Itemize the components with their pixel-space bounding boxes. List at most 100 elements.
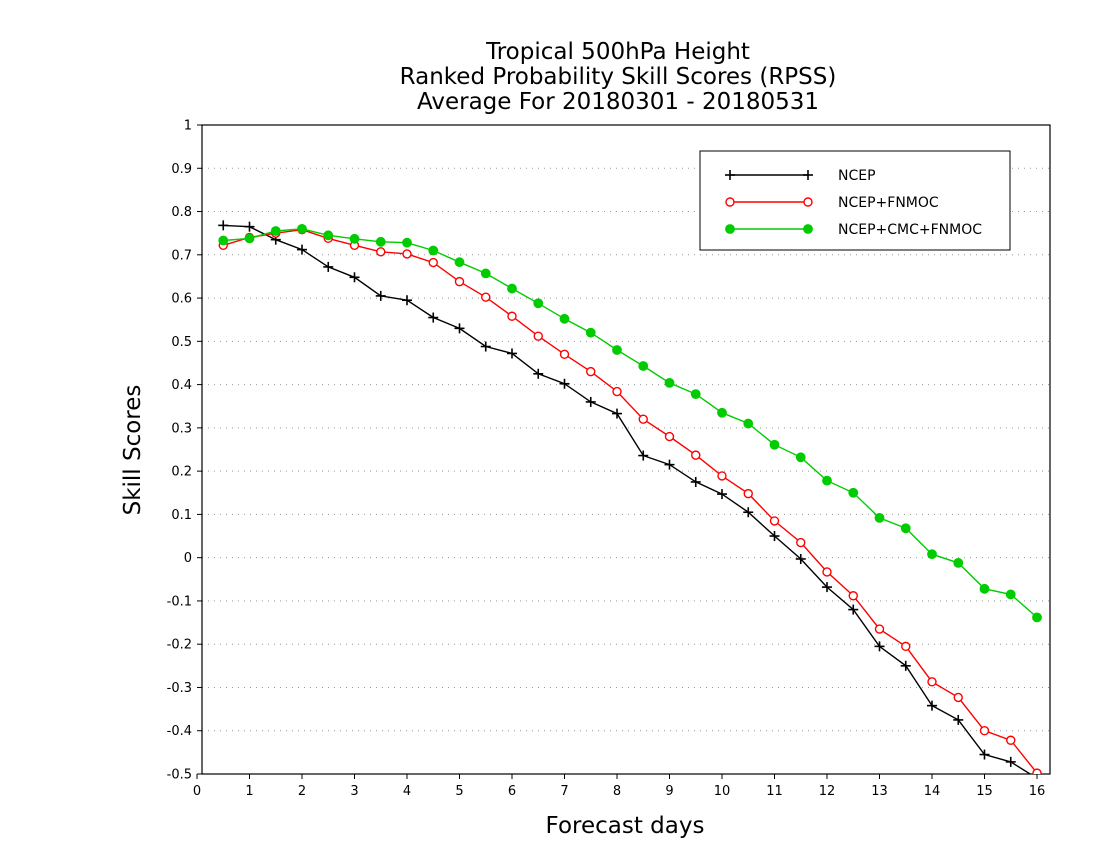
data-point-ncep-cmc-fnmoc [270,226,281,236]
data-point-ncep-cmc-fnmoc [323,230,334,241]
data-point-ncep-cmc-fnmoc [585,327,596,338]
data-point-ncep [900,660,911,671]
x-tick-label: 14 [924,784,941,799]
x-tick-label: 8 [613,784,621,799]
data-point-ncep-cmc-fnmoc [402,237,412,248]
data-point-ncep-cmc-fnmoc [795,452,806,463]
x-tick-label: 15 [976,784,993,799]
series-ncep-cmc-fnmoc [218,223,1042,623]
data-point-ncep-cmc-fnmoc [900,523,911,534]
series-group [218,220,1042,774]
data-point-ncep [822,582,832,593]
data-point-ncep-cmc-fnmoc [848,487,859,498]
data-point-ncep-cmc-fnmoc [533,298,544,309]
x-axis: 0 1 2 3 4 5 6 7 8 9 10 11 12 13 14 15 16 [193,774,1045,799]
data-point-ncep-cmc-fnmoc [769,439,780,450]
legend-marker-ncep [725,170,735,180]
y-axis: 1 0.9 0.8 0.7 0.6 0.5 0.4 0.3 0.2 0.1 0 -0.1 -0.2 -0.… [167,119,202,783]
data-point-ncep-fnmoc [796,537,806,548]
series-line-ncep-fnmoc [223,228,1038,774]
data-point-ncep-fnmoc [454,276,465,287]
data-point-ncep [507,348,517,359]
data-point-ncep [428,312,439,323]
data-point-ncep-cmc-fnmoc [953,557,964,568]
data-point-ncep [664,459,675,470]
chart-title-line-2: Ranked Probability Skill Scores (RPSS) [400,64,837,90]
data-point-ncep-cmc-fnmoc [664,377,675,388]
data-point-ncep [533,368,544,379]
data-point-ncep [743,507,754,518]
legend-label-ncep-cmc-fnmoc: NCEP+CMC+FNMOC [838,222,982,238]
data-point-ncep-fnmoc [612,386,622,397]
data-point-ncep-fnmoc [927,677,937,687]
x-tick-label: 16 [1029,784,1046,799]
data-point-ncep [559,378,570,389]
legend: NCEP NCEP+FNMOC NCEP+CMC+FNMOC [699,150,1011,251]
legend-marker-ncep-cmc-fnmoc [725,224,735,234]
y-tick-label: -0.2 [167,638,192,653]
legend-label-ncep: NCEP [838,168,876,184]
data-point-ncep-fnmoc [1032,768,1042,774]
data-point-ncep [874,641,885,652]
x-tick-label: 0 [193,784,201,799]
y-tick-label: 0.5 [171,335,192,350]
data-point-ncep-fnmoc [402,249,412,259]
data-point-ncep [454,323,465,334]
y-tick-label: -0.5 [167,768,192,783]
data-point-ncep-cmc-fnmoc [297,223,307,234]
data-point-ncep [690,476,701,487]
data-point-ncep-cmc-fnmoc [1032,612,1042,623]
data-point-ncep-cmc-fnmoc [979,583,990,594]
data-point-ncep-fnmoc [953,692,963,703]
y-tick-label: 0.9 [171,162,192,177]
legend-marker-ncep-fnmoc [725,197,735,207]
data-point-ncep [218,220,229,231]
data-point-ncep [375,290,386,301]
data-point-ncep-cmc-fnmoc [244,233,255,244]
data-point-ncep-cmc-fnmoc [218,235,229,246]
x-tick-label: 6 [508,784,516,799]
data-point-ncep-cmc-fnmoc [874,512,885,523]
y-tick-label: 0.1 [171,508,192,523]
y-tick-label: 0.2 [171,465,192,480]
series-ncep-fnmoc [218,225,1042,774]
data-point-ncep [585,396,596,407]
y-tick-label: 0.8 [171,205,192,220]
data-point-ncep-fnmoc [376,247,386,257]
data-point-ncep-fnmoc [717,471,727,481]
y-tick-label: -0.3 [167,681,192,696]
data-point-ncep [1005,756,1016,767]
y-tick-label: 0 [184,551,192,566]
data-point-ncep [323,261,334,272]
y-tick-label: 0.7 [171,248,192,263]
y-tick-label: 0.4 [171,378,192,393]
data-point-ncep-fnmoc [507,311,517,321]
x-tick-label: 1 [245,784,253,799]
data-point-ncep-cmc-fnmoc [428,245,439,256]
data-point-ncep-fnmoc [533,331,543,341]
series-ncep [218,220,1038,774]
data-point-ncep [638,450,649,461]
data-point-ncep-fnmoc [979,726,990,736]
data-point-ncep [769,531,780,542]
data-point-ncep-fnmoc [664,431,675,442]
y-tick-label: -0.1 [167,594,192,609]
data-point-ncep [244,221,255,232]
x-tick-label: 5 [455,784,463,799]
y-tick-label: 0.6 [171,292,192,307]
legend-label-ncep-fnmoc: NCEP+FNMOC [838,195,939,211]
data-point-ncep [953,714,964,725]
data-point-ncep-fnmoc [1006,735,1016,745]
data-point-ncep [795,553,806,564]
series-line-ncep-cmc-fnmoc [223,228,1038,618]
data-point-ncep-cmc-fnmoc [743,418,754,429]
legend-marker-ncep-cmc-fnmoc [803,224,813,234]
data-point-ncep-cmc-fnmoc [717,407,727,418]
data-point-ncep [402,295,412,306]
plot-frame [201,124,1051,775]
x-tick-label: 9 [665,784,673,799]
x-tick-label: 7 [560,784,568,799]
data-point-ncep-cmc-fnmoc [559,313,570,324]
x-tick-label: 10 [714,784,731,799]
